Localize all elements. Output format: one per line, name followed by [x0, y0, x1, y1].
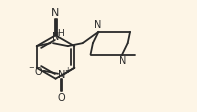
Text: O: O: [58, 93, 65, 103]
Text: +: +: [64, 66, 70, 75]
Text: N: N: [58, 70, 65, 80]
Text: N: N: [94, 20, 101, 30]
Text: N: N: [51, 8, 60, 18]
Text: H: H: [57, 29, 64, 38]
Text: N: N: [52, 32, 59, 42]
Text: N: N: [119, 56, 127, 67]
Text: $^{-}$O: $^{-}$O: [28, 65, 43, 77]
